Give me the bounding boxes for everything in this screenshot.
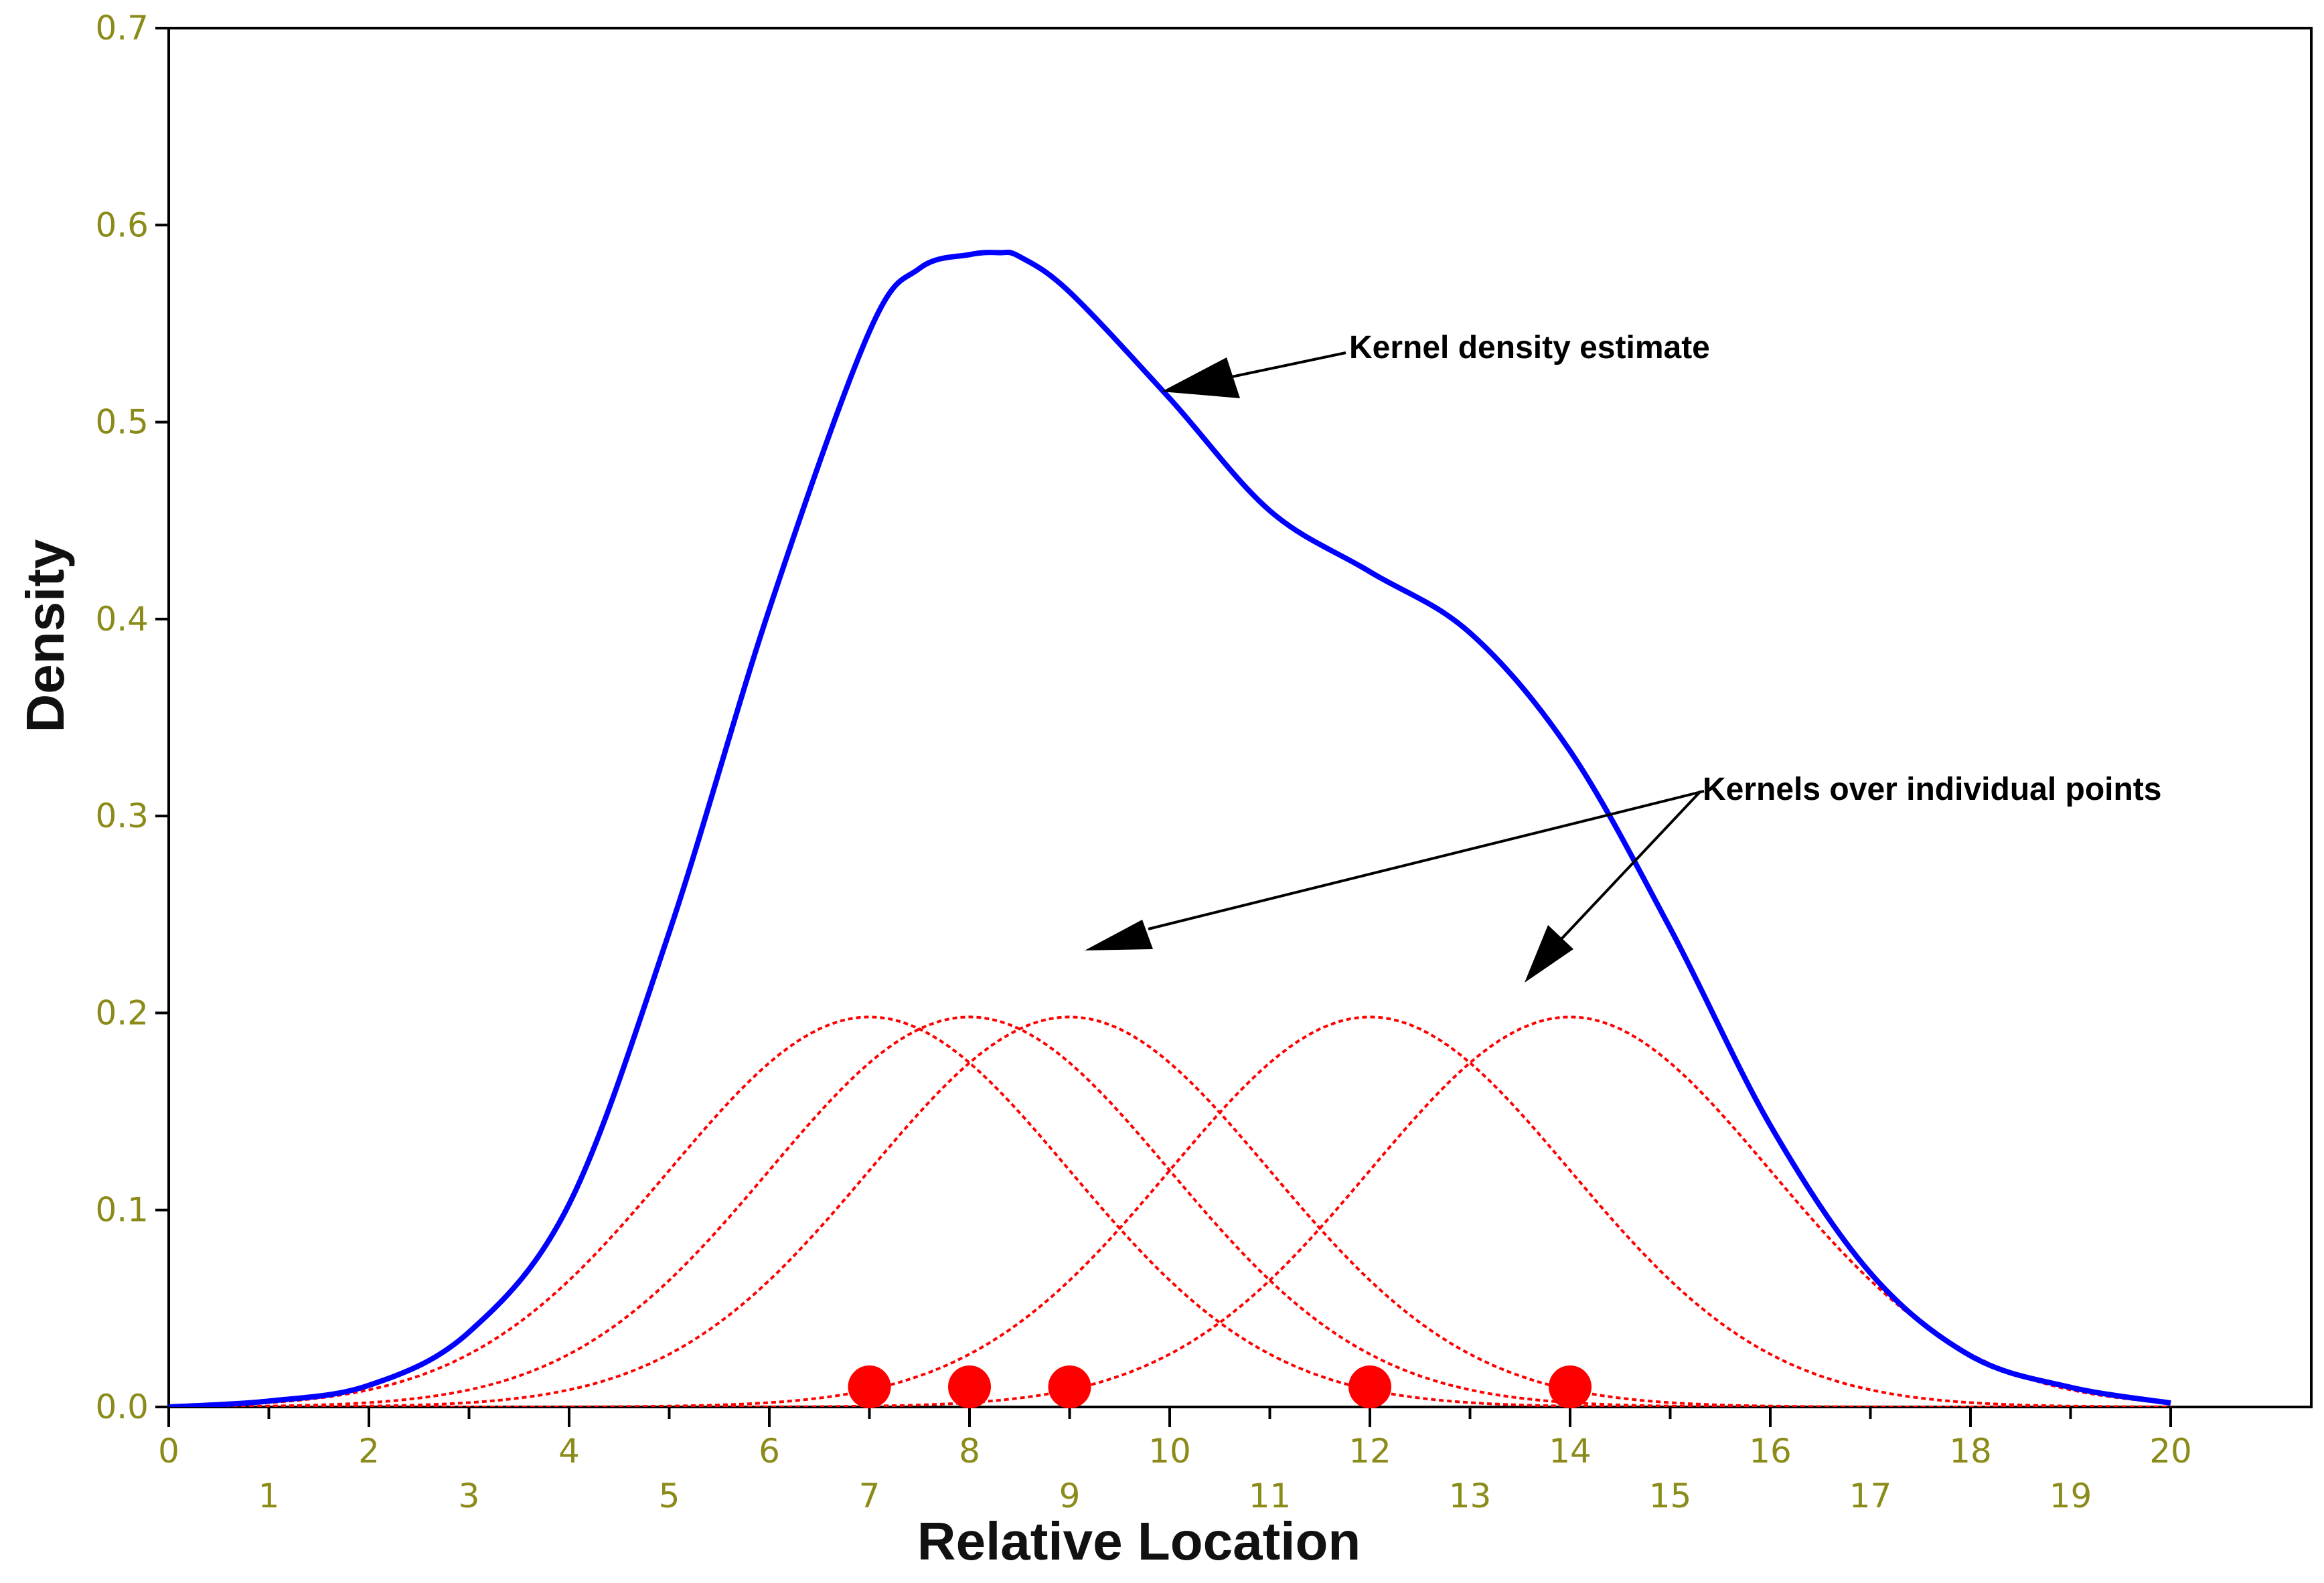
arrow-kde-shaft (1225, 351, 1346, 380)
annotation-kernels: Kernels over individual points (1703, 772, 2161, 807)
data-point-marker (948, 1365, 991, 1408)
x-tick-label: 6 (759, 1432, 780, 1471)
data-point-marker (1048, 1365, 1091, 1408)
x-tick-label: 10 (1148, 1432, 1191, 1471)
arrow-kernels-left-shaft (1148, 790, 1705, 930)
y-tick-label: 0.3 (95, 797, 149, 835)
x-tick-label: 2 (358, 1432, 380, 1471)
arrow-kernels-right-shaft (1559, 790, 1702, 942)
kernel-curve (169, 1015, 2171, 1407)
x-tick-label: 7 (859, 1477, 880, 1515)
x-tick-label: 14 (1549, 1432, 1592, 1471)
x-tick-label: 13 (1449, 1477, 1492, 1515)
y-tick-label: 0.1 (95, 1191, 149, 1230)
kernel-curve (169, 1015, 2171, 1407)
point-markers (848, 1365, 1592, 1408)
y-tick-label: 0.4 (95, 600, 149, 639)
x-axis-ticks: 0 2 4 6 8 10 12 14 16 18 201 3 5 7 9 11 13 15 17 19 (158, 1407, 2192, 1515)
y-tick-label: 0.6 (95, 205, 149, 244)
y-tick-label: 0.0 (95, 1388, 149, 1426)
data-point-marker (848, 1365, 891, 1408)
x-tick-label: 16 (1749, 1432, 1792, 1471)
plot-frame (167, 27, 2313, 1408)
annotation-arrows (1085, 351, 1705, 983)
x-tick-label: 9 (1059, 1477, 1081, 1515)
x-axis-label: Relative Location (917, 1511, 1361, 1571)
kernel-curves (169, 1015, 2171, 1407)
x-tick-label: 20 (2149, 1432, 2192, 1471)
x-tick-label: 15 (1649, 1477, 1692, 1515)
annotation-kde: Kernel density estimate (1349, 330, 1710, 365)
x-tick-label: 17 (1849, 1477, 1892, 1515)
x-tick-label: 18 (1949, 1432, 1992, 1471)
x-tick-label: 5 (659, 1477, 680, 1515)
x-tick-label: 3 (459, 1477, 480, 1515)
y-tick-label: 0.2 (95, 993, 149, 1032)
y-axis-label: Density (15, 539, 75, 732)
kernel-curve (169, 1015, 2171, 1407)
x-tick-label: 11 (1249, 1477, 1292, 1515)
kde-line (169, 249, 2171, 1407)
arrow-kernels-left-head (1085, 920, 1153, 950)
x-tick-label: 12 (1348, 1432, 1391, 1471)
y-axis-ticks: 0.0 0.1 0.2 0.3 0.4 0.5 0.6 0.7 (95, 9, 169, 1426)
arrow-kernels-right-head (1525, 925, 1573, 983)
x-tick-label: 8 (959, 1432, 980, 1471)
x-tick-label: 1 (258, 1477, 280, 1515)
arrow-kde-head (1162, 357, 1240, 398)
x-tick-label: 0 (158, 1432, 179, 1471)
kernel-curve (169, 1015, 2171, 1407)
x-tick-label: 19 (2049, 1477, 2092, 1515)
y-tick-label: 0.7 (95, 9, 149, 48)
x-tick-label: 4 (558, 1432, 580, 1471)
y-tick-label: 0.5 (95, 403, 149, 442)
kernel-curve (169, 1015, 2171, 1407)
data-point-marker (1549, 1365, 1592, 1408)
data-point-marker (1348, 1365, 1391, 1408)
